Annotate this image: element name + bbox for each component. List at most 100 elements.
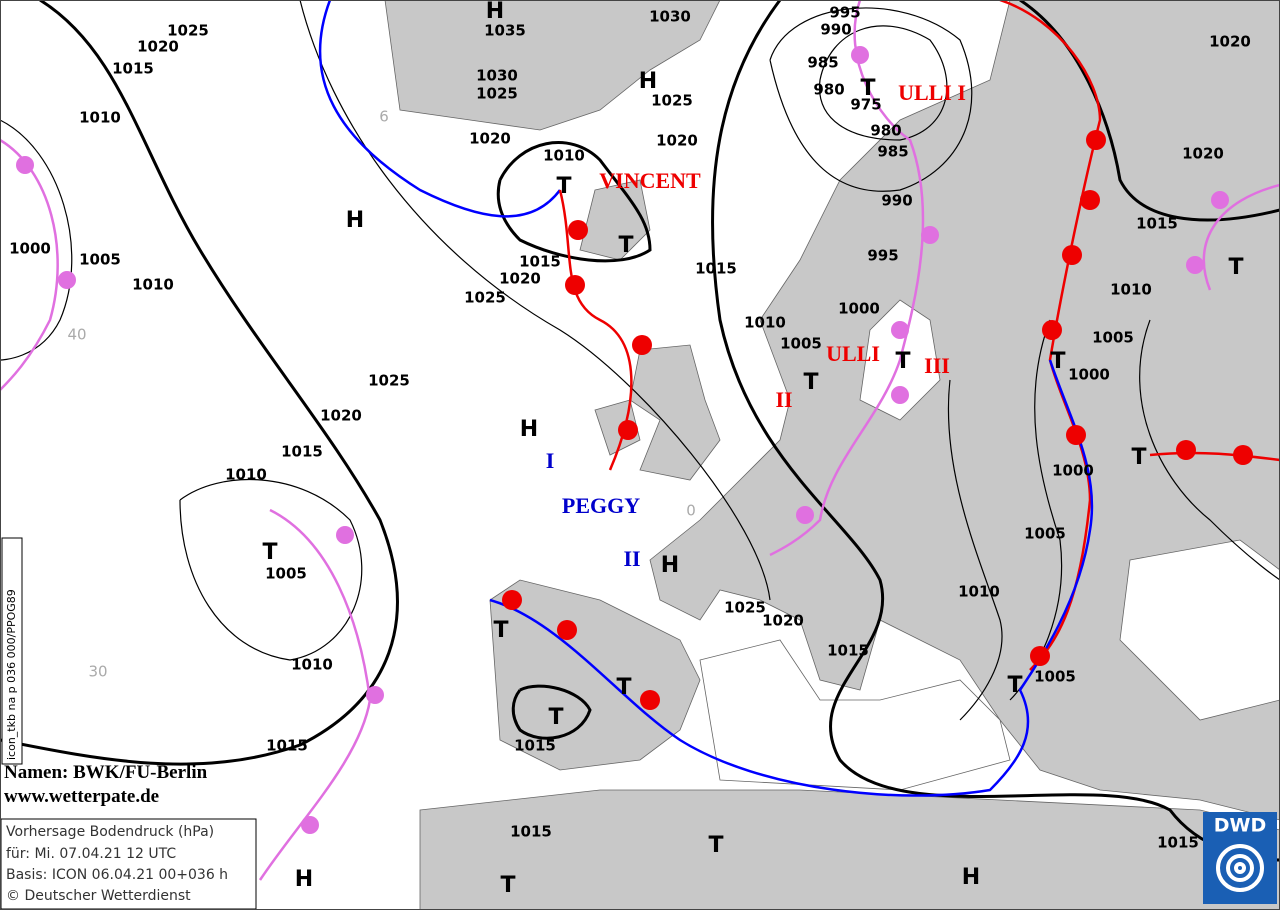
credit-site: www.wetterpate.de xyxy=(4,786,159,807)
isobar-label: 1015 xyxy=(514,737,556,755)
low-name: ULLI xyxy=(826,341,880,366)
low-name: II xyxy=(775,387,792,412)
isobar-label: 1025 xyxy=(167,22,209,40)
fronts xyxy=(0,0,1280,881)
isobar-label: 985 xyxy=(877,143,908,161)
pressure-center: H xyxy=(639,69,657,94)
isobar-label: 1010 xyxy=(132,276,174,294)
grid-label: 30 xyxy=(88,663,107,681)
isobar-label: 1015 xyxy=(266,737,308,755)
isobar-label: 1000 xyxy=(838,300,880,318)
isobar-label: 1005 xyxy=(79,251,121,269)
isobar-label: 1025 xyxy=(724,599,766,617)
grid-label: 6 xyxy=(379,108,389,126)
isobar-label: 1020 xyxy=(1209,33,1251,51)
low-name: III xyxy=(924,353,950,378)
side-code-box xyxy=(1,537,23,765)
pressure-center: T xyxy=(262,540,277,565)
isobar-label: 1025 xyxy=(464,289,506,307)
pressure-center: T xyxy=(500,873,515,898)
isobar-label: 1025 xyxy=(651,92,693,110)
side-code: icon_tkb na p 036 000/PPOG89 xyxy=(5,589,18,760)
isobar-label: 1015 xyxy=(112,60,154,78)
pressure-center: H xyxy=(962,865,980,890)
pressure-center: T xyxy=(548,705,563,730)
pressure-center: T xyxy=(895,349,910,374)
isobar-label: 1015 xyxy=(1136,215,1178,233)
high-name: I xyxy=(546,448,555,473)
pressure-center: T xyxy=(1228,255,1243,280)
land xyxy=(384,0,1280,910)
grid-label: 40 xyxy=(67,326,86,344)
pressure-center: H xyxy=(346,208,364,233)
isobar-label: 1005 xyxy=(1024,525,1066,543)
isobar-label: 1010 xyxy=(291,656,333,674)
inland-seas xyxy=(699,299,1280,791)
isobar-label: 1010 xyxy=(543,147,585,165)
logo-swirl xyxy=(1216,844,1264,892)
isobar-label: 1035 xyxy=(484,22,526,40)
isobar-label: 1010 xyxy=(744,314,786,332)
isobar-label: 1005 xyxy=(1092,329,1134,347)
isobar-label: 1025 xyxy=(476,85,518,103)
low-name: ULLI I xyxy=(898,80,966,105)
pressure-center: H xyxy=(661,553,679,578)
info-line: © Deutscher Wetterdienst xyxy=(6,888,191,904)
isobar-label: 1000 xyxy=(1052,462,1094,480)
isobar-label: 1010 xyxy=(1110,281,1152,299)
pressure-center: T xyxy=(803,370,818,395)
info-box xyxy=(0,818,257,910)
isobar-label: 990 xyxy=(881,192,912,210)
isobar-label: 1030 xyxy=(476,67,518,85)
high-name: PEGGY xyxy=(562,493,640,518)
pressure-center: T xyxy=(556,174,571,199)
isobar-label: 1005 xyxy=(265,565,307,583)
high-name: II xyxy=(623,546,640,571)
isobar-label: 990 xyxy=(820,21,851,39)
isobar-label: 1025 xyxy=(368,372,410,390)
isobar-label: 1000 xyxy=(9,240,51,258)
isobar-label: 1015 xyxy=(510,823,552,841)
labels: 1025102010151010100010051010103510301030… xyxy=(9,0,1251,898)
info-line: für: Mi. 07.04.21 12 UTC xyxy=(6,846,176,862)
isobar-label: 1015 xyxy=(827,642,869,660)
isobar-label: 1030 xyxy=(649,8,691,26)
isobar-label: 1000 xyxy=(1068,366,1110,384)
grid-label: 0 xyxy=(686,502,696,520)
pressure-center: T xyxy=(618,233,633,258)
isobar-label: 1020 xyxy=(656,132,698,150)
pressure-center: T xyxy=(1007,673,1022,698)
isobar-label: 1020 xyxy=(469,130,511,148)
pressure-center: H xyxy=(486,0,504,24)
low-name: VINCENT xyxy=(599,168,701,193)
isobar-label: 1015 xyxy=(1157,834,1199,852)
isobar-label: 1010 xyxy=(958,583,1000,601)
credit-names: Namen: BWK/FU-Berlin xyxy=(4,762,208,783)
isobar-label: 980 xyxy=(870,122,901,140)
isobar-label: 1020 xyxy=(137,38,179,56)
pressure-center: T xyxy=(1050,349,1065,374)
isobar-label: 1010 xyxy=(225,466,267,484)
pressure-center: T xyxy=(860,76,875,101)
isobar-label: 1005 xyxy=(1034,668,1076,686)
isobar-label: 1015 xyxy=(519,253,561,271)
logo-text: DWD xyxy=(1214,815,1267,837)
isobar-label: 985 xyxy=(807,54,838,72)
pressure-center: H xyxy=(520,417,538,442)
isobar-label: 1020 xyxy=(1182,145,1224,163)
isobar-label: 975 xyxy=(850,96,881,114)
pressure-center: T xyxy=(708,833,723,858)
isobar-label: 1010 xyxy=(79,109,121,127)
isobar-label: 1005 xyxy=(780,335,822,353)
pressure-center: H xyxy=(295,867,313,892)
isobar-label: 1015 xyxy=(695,260,737,278)
isobar-label: 1020 xyxy=(320,407,362,425)
isobar-label: 980 xyxy=(813,81,844,99)
isobar-label: 1020 xyxy=(762,612,804,630)
info-line: Vorhersage Bodendruck (hPa) xyxy=(6,824,214,840)
isobar-label: 1020 xyxy=(499,270,541,288)
info-line: Basis: ICON 06.04.21 00+036 h xyxy=(6,867,228,883)
isobar-label: 1015 xyxy=(281,443,323,461)
pressure-center: T xyxy=(616,675,631,700)
